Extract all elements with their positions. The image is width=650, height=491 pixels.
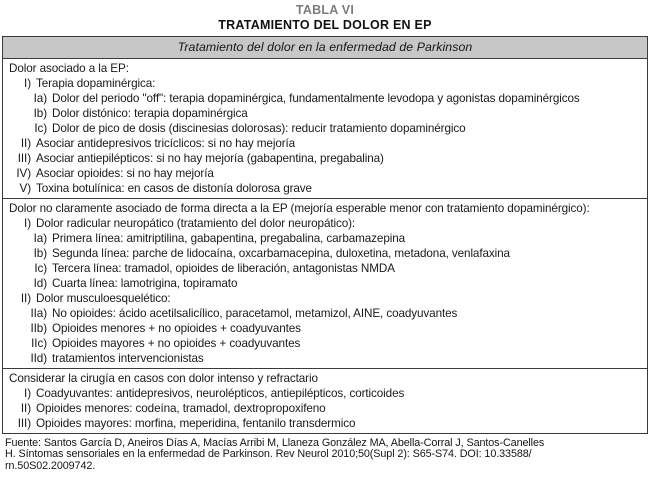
row-numeral: IId) [30, 352, 48, 365]
row-text: Opioides menores: codeína, tramadol, dex… [36, 402, 326, 415]
row-numeral: V) [19, 182, 32, 195]
source-line: H. Síntomas sensoriales en la enfermedad… [5, 448, 532, 461]
row-text: Dolor del periodo "off": terapia dopamin… [52, 92, 580, 105]
row-numeral: II) [20, 402, 31, 415]
section-pain-not-clearly-associated: Dolor no claramente asociado de forma di… [3, 198, 647, 368]
row-numeral: IV) [16, 167, 31, 180]
row-numeral: IIb) [30, 322, 48, 335]
table-row: IIa) No opioides: ácido acetilsalicílico… [9, 306, 642, 321]
row-text: Opioides menores + no opioides + coadyuv… [52, 322, 301, 335]
section-rows: I) Dolor radicular neuropático (tratamie… [9, 216, 642, 366]
row-text: Terapia dopaminérgica: [36, 77, 156, 90]
table-titles: TABLA VI TRATAMIENTO DEL DOLOR EN EP [2, 3, 648, 32]
row-numeral: IIc) [31, 337, 47, 350]
table-row: Ic) Tercera línea: tramadol, opioides de… [9, 261, 642, 276]
row-numeral: Ic) [34, 262, 47, 275]
table-row: I) Coadyuvantes: antidepresivos, neurolé… [9, 386, 642, 401]
row-text: Dolor radicular neuropático (tratamiento… [36, 217, 356, 230]
table-row: Ia) Dolor del periodo "off": terapia dop… [9, 91, 642, 106]
row-text: Opioides mayores + no opioides + coadyuv… [52, 337, 301, 350]
section-intro: Dolor asociado a la EP: [9, 62, 129, 75]
table-row: II) Dolor musculoesquelético: [9, 291, 642, 306]
source-note: Fuente: Santos García D, Aneiros Días A,… [2, 434, 648, 472]
table-row: IV) Asociar opioides: si no hay mejoría [9, 166, 642, 181]
row-text: Primera línea: amitriptilina, gabapentin… [52, 232, 406, 245]
table-row: IIb) Opioides menores + no opioides + co… [9, 321, 642, 336]
table-row: Ib) Dolor distónico: terapia dopaminérgi… [9, 106, 642, 121]
row-text: Tercera línea: tramadol, opioides de lib… [52, 262, 395, 275]
row-text: Asociar antidepresivos tricíclicos: si n… [36, 137, 296, 150]
row-numeral: Ib) [33, 107, 47, 120]
table-row: II) Opioides menores: codeína, tramadol,… [9, 401, 642, 416]
row-numeral: Ib) [33, 247, 47, 260]
section-intro: Dolor no claramente asociado de forma di… [9, 202, 590, 215]
row-text: Asociar opioides: si no hay mejoría [36, 167, 214, 180]
row-numeral: Id) [33, 277, 47, 290]
section-rows: I) Terapia dopaminérgica: Ia) Dolor del … [9, 76, 642, 196]
section-consider-surgery: Considerar la cirugía en casos con dolor… [3, 368, 647, 433]
row-text: Dolor musculoesquelético: [36, 292, 171, 305]
row-text: Asociar antiepilépticos: si no hay mejor… [36, 152, 384, 165]
table-row: III) Asociar antiepilépticos: si no hay … [9, 151, 642, 166]
row-numeral: I) [24, 217, 31, 230]
row-text: tratamientos intervencionistas [52, 352, 204, 365]
row-text: Cuarta línea: lamotrigina, topiramato [52, 277, 238, 290]
row-numeral: II) [20, 292, 31, 305]
row-text: Toxina botulínica: en casos de distonía … [36, 182, 312, 195]
treatment-table: Tratamiento del dolor en la enfermedad d… [2, 36, 648, 434]
row-numeral: IIa) [30, 307, 48, 320]
row-text: Dolor de pico de dosis (discinesias dolo… [52, 122, 466, 135]
table-number: TABLA VI [295, 3, 355, 17]
table-row: V) Toxina botulínica: en casos de diston… [9, 181, 642, 196]
row-numeral: I) [24, 77, 31, 90]
table-row: IId) tratamientos intervencionistas [9, 351, 642, 366]
table-row: I) Terapia dopaminérgica: [9, 76, 642, 91]
row-numeral: Ic) [34, 122, 47, 135]
row-numeral: Ia) [33, 92, 47, 105]
table-row: II) Asociar antidepresivos tricíclicos: … [9, 136, 642, 151]
table-header-bar: Tratamiento del dolor en la enfermedad d… [3, 37, 647, 59]
section-pain-associated-with-pd: Dolor asociado a la EP: I) Terapia dopam… [3, 59, 647, 198]
page: TABLA VI TRATAMIENTO DEL DOLOR EN EP Tra… [2, 3, 648, 472]
table-row: Ib) Segunda línea: parche de lidocaína, … [9, 246, 642, 261]
table-row: I) Dolor radicular neuropático (tratamie… [9, 216, 642, 231]
table-row: IIc) Opioides mayores + no opioides + co… [9, 336, 642, 351]
row-text: Segunda línea: parche de lidocaína, oxca… [52, 247, 510, 260]
source-line: Fuente: Santos García D, Aneiros Días A,… [5, 437, 545, 449]
row-numeral: I) [24, 387, 31, 400]
row-numeral: III) [17, 152, 31, 165]
row-numeral: III) [17, 417, 31, 430]
row-text: Coadyuvantes: antidepresivos, neurolépti… [36, 387, 405, 400]
table-row: Id) Cuarta línea: lamotrigina, topiramat… [9, 276, 642, 291]
row-numeral: Ia) [33, 232, 47, 245]
row-text: No opioides: ácido acetilsalicílico, par… [52, 307, 458, 320]
row-text: Dolor distónico: terapia dopaminérgica [52, 107, 248, 120]
page-title: TRATAMIENTO DEL DOLOR EN EP [218, 17, 432, 32]
section-rows: I) Coadyuvantes: antidepresivos, neurolé… [9, 386, 642, 431]
table-row: Ia) Primera línea: amitriptilina, gabape… [9, 231, 642, 246]
table-row: III) Opioides mayores: morfina, meperidi… [9, 416, 642, 431]
row-text: Opioides mayores: morfina, meperidina, f… [36, 417, 356, 430]
source-line: rn.50S02.2009742. [5, 459, 96, 472]
row-numeral: II) [20, 137, 31, 150]
table-row: Ic) Dolor de pico de dosis (discinesias … [9, 121, 642, 136]
section-intro: Considerar la cirugía en casos con dolor… [9, 372, 318, 385]
